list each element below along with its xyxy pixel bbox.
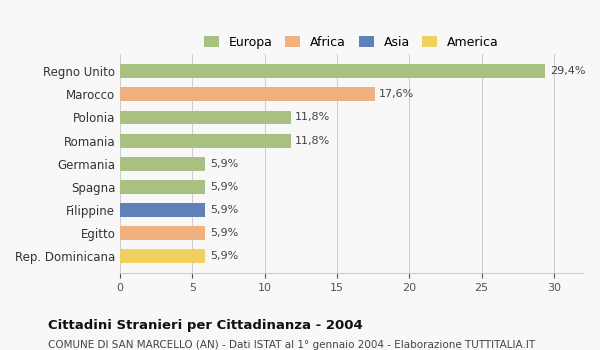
Text: 17,6%: 17,6% xyxy=(379,89,414,99)
Bar xyxy=(120,226,205,240)
Text: 5,9%: 5,9% xyxy=(210,205,238,215)
Bar xyxy=(120,203,205,217)
Bar xyxy=(120,134,291,148)
Bar xyxy=(120,180,205,194)
Bar xyxy=(120,157,205,171)
Text: 29,4%: 29,4% xyxy=(550,66,585,76)
Legend: Europa, Africa, Asia, America: Europa, Africa, Asia, America xyxy=(200,32,503,52)
Bar xyxy=(120,111,291,125)
Text: Cittadini Stranieri per Cittadinanza - 2004: Cittadini Stranieri per Cittadinanza - 2… xyxy=(48,318,363,331)
Text: COMUNE DI SAN MARCELLO (AN) - Dati ISTAT al 1° gennaio 2004 - Elaborazione TUTTI: COMUNE DI SAN MARCELLO (AN) - Dati ISTAT… xyxy=(48,340,535,350)
Text: 5,9%: 5,9% xyxy=(210,228,238,238)
Text: 11,8%: 11,8% xyxy=(295,136,331,146)
Bar xyxy=(120,64,545,78)
Text: 5,9%: 5,9% xyxy=(210,251,238,261)
Bar xyxy=(120,88,374,101)
Text: 11,8%: 11,8% xyxy=(295,112,331,122)
Bar xyxy=(120,250,205,263)
Text: 5,9%: 5,9% xyxy=(210,182,238,192)
Text: 5,9%: 5,9% xyxy=(210,159,238,169)
